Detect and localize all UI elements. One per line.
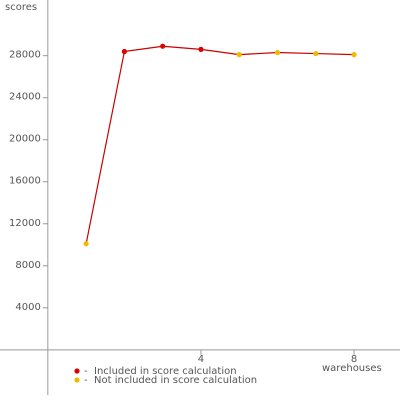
y-tick-label: 8000 <box>15 260 40 271</box>
data-point <box>160 43 166 49</box>
legend-dash: - <box>84 366 88 377</box>
legend-marker <box>74 377 80 383</box>
y-tick-label: 24000 <box>9 92 41 103</box>
data-point <box>313 50 319 57</box>
x-tick-label: 8 <box>351 354 357 365</box>
y-tick-label: 4000 <box>15 302 40 313</box>
line <box>85 45 355 244</box>
data-point <box>351 52 357 58</box>
legend-label: Included in score calculation <box>94 366 237 377</box>
y-tick-label: 16000 <box>9 176 41 187</box>
y-tick-label: 28000 <box>9 50 41 61</box>
data-point <box>198 46 204 52</box>
x-tick-label: 4 <box>198 354 204 365</box>
legend-dash: - <box>84 375 88 386</box>
data-point <box>236 52 242 58</box>
y-tick-label: 20000 <box>9 134 41 145</box>
data-point <box>83 241 89 247</box>
data-point <box>274 49 281 56</box>
y-tick-label: 12000 <box>9 218 41 229</box>
legend-label: Not included in score calculation <box>94 375 257 386</box>
x-axis-label: warehouses <box>322 363 382 374</box>
data-point <box>121 48 128 55</box>
legend-marker <box>74 368 80 374</box>
y-axis-label: scores <box>5 2 37 13</box>
